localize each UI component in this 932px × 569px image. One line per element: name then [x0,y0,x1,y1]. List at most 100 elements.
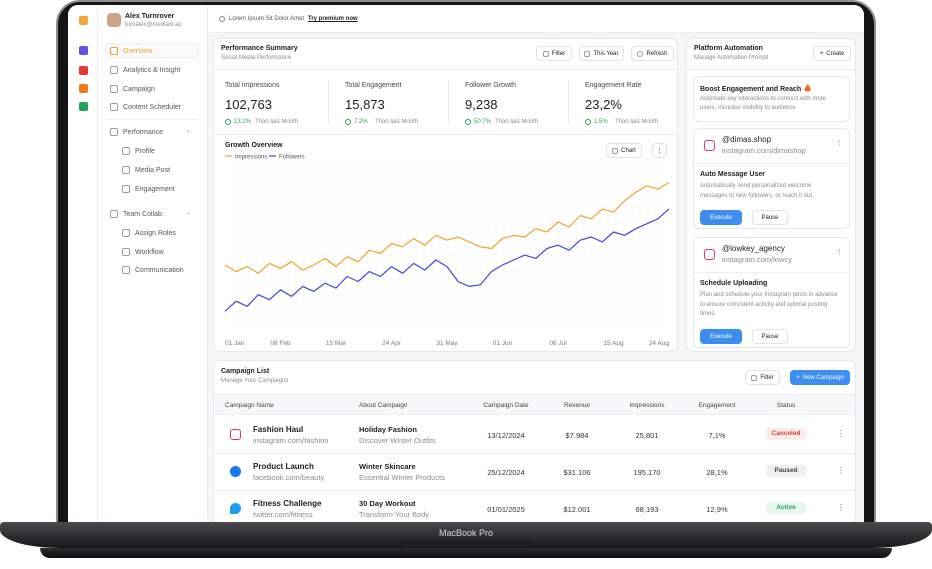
row-menu[interactable]: ⋮ [837,503,845,512]
x-tick-label: 15 Mar [326,340,347,347]
card-text: Automatically send personalized welcome … [700,183,814,199]
column-header: Status [776,402,796,409]
nav-group[interactable]: Team Collab [110,210,162,218]
about-title: Winter Skincare [359,462,416,471]
app-icon[interactable] [79,46,88,55]
panel-title: Platform Automation [694,45,763,52]
nav-subitem[interactable]: Profile [122,147,155,155]
refresh-button[interactable]: Refresh [631,46,674,61]
table-cell: $7.984 [565,431,589,440]
more-button[interactable]: ⋮ [836,140,843,147]
divider [694,272,849,273]
app-logo[interactable] [79,16,88,25]
column-header: Engagement [698,402,736,409]
card-task: Auto Message User [700,171,765,178]
automation-card: @dimas.shop instagram.com/dimashop ⋮ Auto M… [693,128,850,229]
nav-subitem[interactable]: Communication [122,266,184,274]
nav-item[interactable]: Campaign [110,85,155,93]
row-divider [214,453,855,454]
nav-subitem[interactable]: Workflow [122,248,164,256]
more-button[interactable]: ⋮ [836,249,843,256]
divider [214,69,677,70]
icon [110,128,118,136]
pause-button[interactable]: Pause [752,210,788,225]
app-icon[interactable] [79,102,88,111]
top-bar: Lorem Ipsum Sit Dolor Amet Try premium n… [208,5,864,33]
chevron: ⌄ [186,210,192,216]
execute-button[interactable]: Execute [700,210,742,225]
sidebar: Alex Turnrover turnalex@mediani.ac Overv… [98,5,208,522]
panel-title: Campaign List [221,368,270,375]
legend-label: Impressions [235,155,267,161]
card-title-text: Boost Engagement and Reach [700,86,802,93]
platform-icon [230,466,241,477]
more-button[interactable]: ⋮ [652,143,667,158]
execute-button[interactable]: Execute [700,329,742,344]
campaign-name: Fashion Haul [253,425,304,434]
nav-item[interactable]: Overview [110,47,152,55]
metric-label: Engagement Rate [585,82,642,89]
column-header: Campaign Name [225,402,274,409]
divider [214,134,677,135]
nav-label: Workflow [135,248,164,256]
create-button[interactable]: + Create [813,46,851,61]
app-icon[interactable] [79,66,88,75]
x-tick-label: 15 Aug [603,340,624,347]
app-icon[interactable] [79,84,88,93]
legend-label: Followers [279,155,305,161]
table-cell: 13/12/2024 [487,431,525,440]
chart-button[interactable]: Chart [606,143,642,158]
chart-title: Growth Overview [225,142,283,149]
nav-subitem[interactable]: Engagement [122,185,175,193]
nav-group[interactable]: Performance [110,128,163,136]
change-icon [225,119,231,125]
pause-button[interactable]: Pause [752,329,788,344]
button-label: New Campaign [802,374,844,381]
table-cell: 25/12/2024 [487,468,525,477]
premium-link[interactable]: Try premium now [308,16,358,22]
nav-item[interactable]: Analytics & Insight [110,66,180,74]
nav-subitem[interactable]: Assign Roles [122,229,176,237]
panel-subtitle: Social Media Performance [221,55,292,61]
icon [110,47,118,55]
campaign-url: twitter.com/fitness [253,510,313,519]
icon [122,266,130,274]
nav-label: Communication [135,266,184,274]
nav-label: Analytics & Insight [123,66,181,74]
table-cell: 28,1% [706,468,728,477]
icon [122,147,130,155]
new-campaign-button[interactable]: + New Campaign [790,370,850,385]
divider [106,119,198,120]
filter-button[interactable]: Filter [745,370,780,385]
status-badge: Paused [766,465,806,477]
performance-panel: Performance Summary Social Media Perform… [213,38,678,352]
table-cell: 25,801 [635,431,659,440]
nav-subitem[interactable]: Media Post [122,166,170,174]
filter-button[interactable]: Filter [536,46,572,61]
campaign-panel: Campaign List Manage Your Campaigns Filt… [213,360,856,522]
icon [122,229,130,237]
table-cell: 68,193 [635,505,659,514]
period-button[interactable]: This Year [579,46,624,61]
platform-icon [230,429,241,440]
row-menu[interactable]: ⋮ [837,466,845,475]
status-badge: Canceled [766,428,806,440]
instagram-icon [704,249,715,260]
status-badge: Active [766,502,806,514]
laptop-notch [400,540,530,550]
button-label: Pause [761,214,779,221]
line-series [224,181,670,274]
status-label: Canceled [771,430,801,437]
button-label: Create [826,50,845,57]
nav-item[interactable]: Content Scheduler [110,103,181,111]
metric-label: Follower Growth [465,82,516,89]
about-subtitle: Essential Winter Products [359,473,445,482]
metric-change: 1.5% [594,119,608,125]
icon: + [819,50,824,57]
row-menu[interactable]: ⋮ [837,429,845,438]
button-label: Refresh [646,50,668,57]
card-text: Automate key interactions to connect wit… [700,96,827,111]
button-label: Execute [710,333,732,340]
x-tick-label: 01 Jan [225,340,245,347]
nav-active-bg [105,43,199,58]
